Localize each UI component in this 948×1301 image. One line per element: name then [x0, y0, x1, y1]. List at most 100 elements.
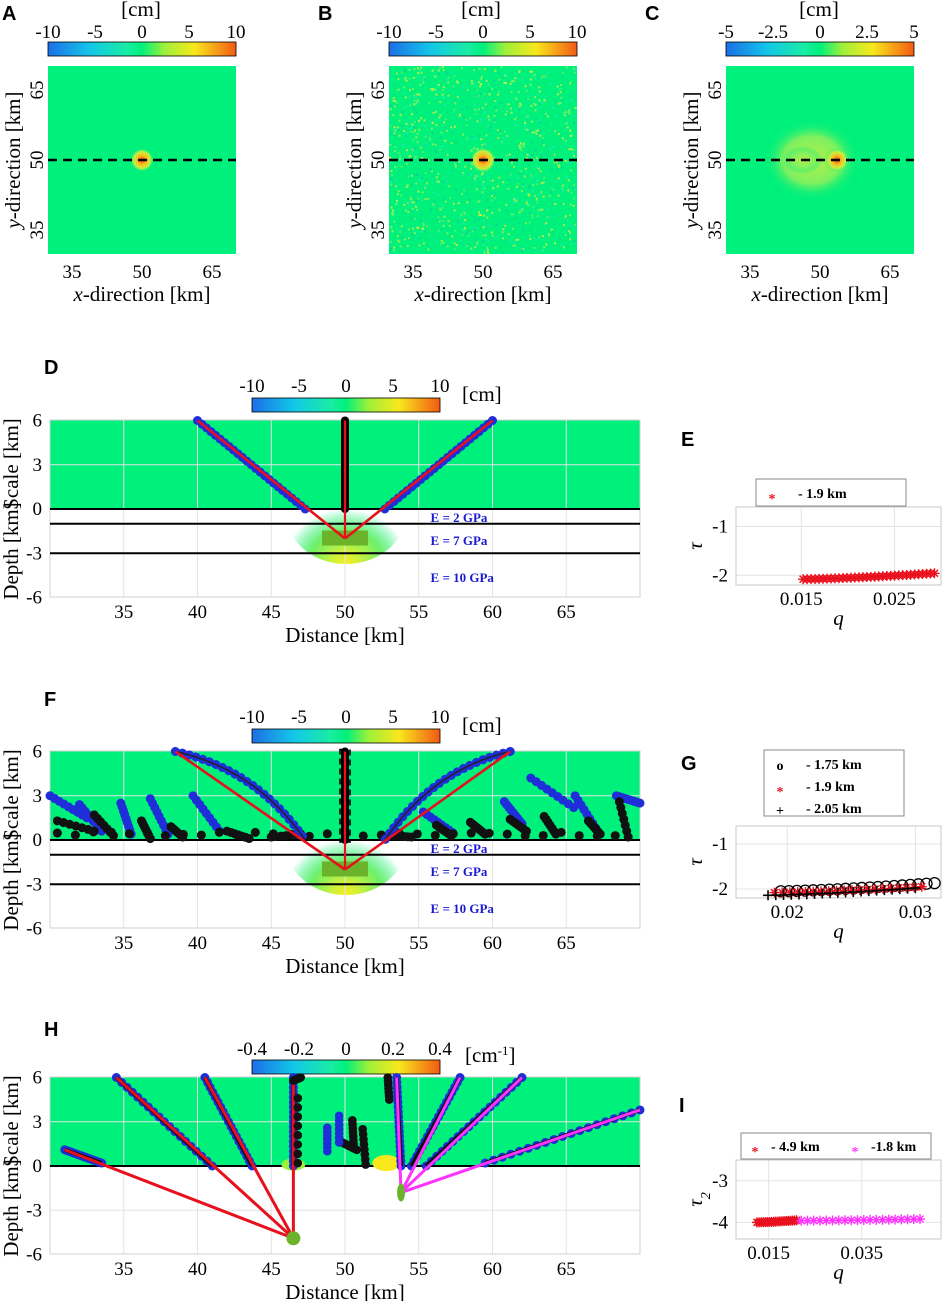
noise-pixel — [398, 240, 401, 243]
noise-pixel — [434, 96, 437, 99]
noise-pixel — [396, 193, 399, 196]
noise-pixel — [521, 208, 524, 211]
noise-pixel — [413, 103, 416, 106]
colorbar-unit-c: [cm] — [799, 0, 839, 21]
noise-pixel — [559, 83, 562, 86]
noise-pixel — [462, 171, 465, 174]
noise-pixel — [483, 249, 486, 252]
noise-pixel — [543, 142, 546, 145]
noise-pixel — [572, 160, 575, 163]
source-point-red — [286, 1231, 301, 1246]
noise-pixel — [513, 165, 516, 168]
noise-pixel — [542, 249, 545, 252]
ray-line-magenta — [400, 1076, 524, 1194]
noise-pixel — [404, 76, 407, 79]
modulus-label: E = 2 GPa — [431, 841, 488, 856]
noise-pixel — [530, 141, 533, 144]
noise-pixel — [505, 154, 508, 157]
noise-pixel — [389, 240, 392, 243]
noise-pixel — [483, 220, 486, 223]
noise-pixel — [569, 129, 572, 132]
noise-pixel — [474, 179, 477, 182]
scatter-point — [852, 1215, 863, 1226]
noise-pixel — [434, 241, 437, 244]
noise-pixel — [416, 226, 419, 229]
noise-pixel — [562, 189, 565, 192]
noise-pixel — [438, 67, 441, 70]
noise-pixel — [433, 200, 436, 203]
noise-pixel — [500, 101, 503, 104]
noise-pixel — [439, 66, 442, 69]
noise-pixel — [442, 224, 445, 227]
y-axis-label-b: y-direction [km] — [342, 91, 366, 230]
noise-pixel — [468, 243, 471, 246]
noise-pixel — [533, 102, 536, 105]
noise-pixel — [470, 80, 473, 83]
noise-pixel — [461, 67, 464, 70]
noise-pixel — [444, 139, 447, 142]
noise-pixel — [483, 110, 486, 113]
scatter-point — [910, 883, 921, 894]
noise-pixel — [403, 203, 406, 206]
colorbar-ticks-c: -5 -2.5 0 2.5 5 — [718, 22, 919, 43]
noise-pixel — [491, 88, 494, 91]
noise-pixel — [536, 183, 539, 186]
noise-pixel — [503, 81, 506, 84]
noise-pixel — [518, 144, 521, 147]
noise-pixel — [505, 221, 508, 224]
noise-pixel — [439, 148, 442, 151]
scatter-point — [870, 884, 881, 895]
noise-pixel — [460, 213, 463, 216]
scatter-point — [909, 882, 920, 893]
ridge-dot-black — [293, 1140, 303, 1149]
noise-pixel — [490, 194, 493, 197]
cbar-tick: -10 — [35, 22, 60, 43]
noise-pixel — [395, 199, 398, 202]
noise-pixel — [421, 79, 424, 82]
noise-pixel — [470, 149, 473, 152]
xticks-a: 35 50 65 — [63, 262, 222, 283]
noise-pixel — [461, 233, 464, 236]
noise-pixel — [525, 202, 528, 205]
cbar-tick: 10 — [431, 707, 450, 728]
noise-pixel — [451, 169, 454, 172]
noise-pixel — [422, 242, 425, 245]
x-tick: 55 — [409, 933, 428, 954]
noise-pixel — [481, 191, 484, 194]
noise-pixel — [535, 156, 538, 159]
noise-pixel — [423, 119, 426, 122]
noise-pixel — [477, 218, 480, 221]
noise-pixel — [505, 82, 508, 85]
axes-frame — [735, 825, 942, 899]
noise-pixel — [512, 213, 515, 216]
noise-pixel — [435, 140, 438, 143]
noise-pixel — [502, 237, 505, 240]
noise-pixel — [469, 167, 472, 170]
noise-pixel — [530, 174, 533, 177]
y-tick: 65 — [27, 81, 48, 100]
noise-pixel — [392, 114, 395, 117]
scatter-point — [827, 1215, 838, 1226]
noise-pixel — [513, 118, 516, 121]
x-tick: 40 — [188, 602, 207, 623]
noise-pixel — [401, 91, 404, 94]
field-blob — [372, 1155, 401, 1172]
noise-pixel — [463, 189, 466, 192]
plot-area-f: 35 40 45 50 55 60 65 6 3 0 -3 -6 Distance [km] Scale … — [0, 742, 645, 978]
noise-pixel — [531, 70, 534, 73]
noise-pixel — [505, 203, 508, 206]
noise-pixel — [430, 235, 433, 238]
noise-pixel — [564, 215, 567, 218]
noise-pixel — [413, 99, 416, 102]
noise-pixel — [442, 86, 445, 89]
legend-box — [740, 1132, 932, 1160]
legend-label: - 1.9 km — [798, 487, 847, 502]
noise-pixel — [412, 138, 415, 141]
y-tick: 0 — [33, 830, 43, 851]
noise-pixel — [412, 76, 415, 79]
noise-pixel — [474, 227, 477, 230]
surface-dot — [88, 827, 98, 837]
noise-pixel — [405, 185, 408, 188]
noise-pixel — [569, 203, 572, 206]
noise-pixel — [399, 113, 402, 116]
